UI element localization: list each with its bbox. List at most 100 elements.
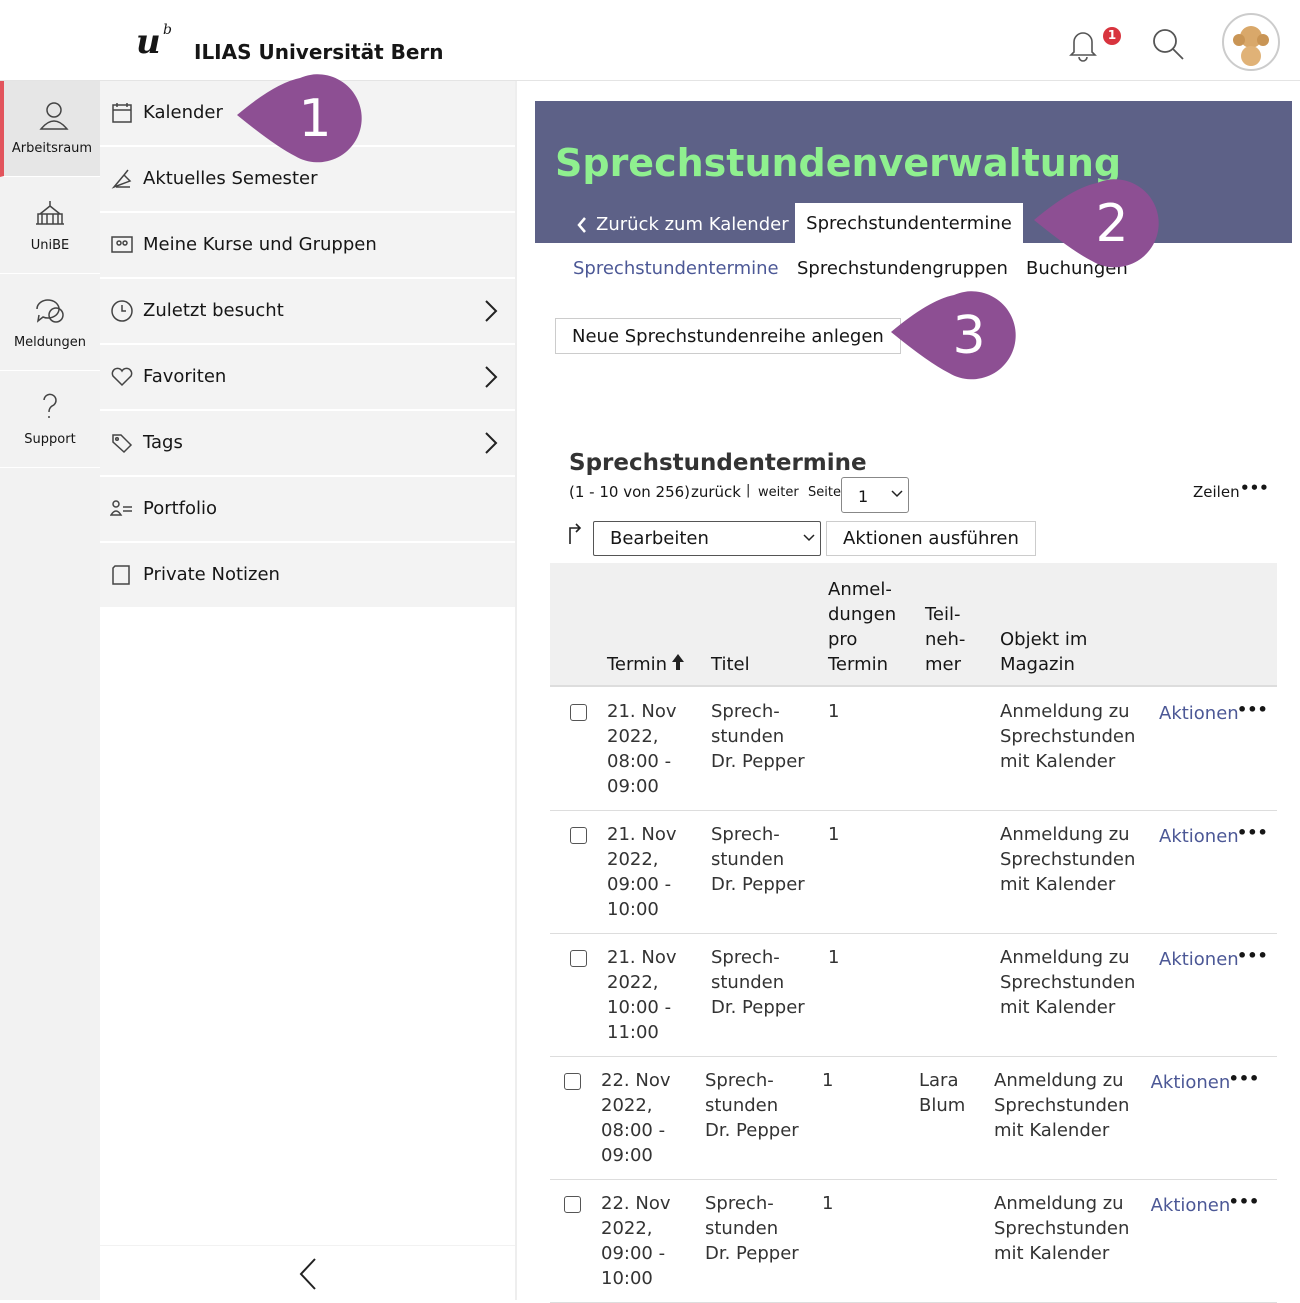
cell: Sprech- stunden Dr. Pepper <box>711 947 805 1018</box>
icon <box>109 500 132 516</box>
slate-label: Tags <box>143 432 183 453</box>
cell: Sprech- stunden Dr. Pepper <box>705 1193 799 1264</box>
logo-sup: b <box>163 22 172 38</box>
cell: Sprech- stunden Dr. Pepper <box>705 1070 799 1141</box>
slate-item[interactable]: Kalender <box>100 81 515 145</box>
slate-icon <box>109 497 134 526</box>
back-tab[interactable]: Zurück zum Kalender <box>596 214 789 235</box>
slate-icon <box>110 299 134 328</box>
row-action[interactable]: Aktionen <box>1159 826 1239 847</box>
cell: Sprech- stunden Dr. Pepper <box>711 824 805 895</box>
slate-label: Portfolio <box>143 498 218 519</box>
row-action[interactable]: Aktionen <box>1159 949 1239 970</box>
column-header: Anmel- dungen pro Termin <box>828 579 897 675</box>
row-action-dots: ••• <box>1228 1069 1260 1088</box>
row-divider <box>550 810 1277 811</box>
slate-item[interactable]: Private Notizen <box>100 543 515 607</box>
icon <box>485 366 498 388</box>
page-label: Seite <box>808 485 841 500</box>
site-title[interactable]: ILIAS Universität Bern <box>194 40 444 64</box>
row-checkbox[interactable] <box>570 950 587 967</box>
page-select-arrow <box>891 490 903 498</box>
collapse-bar[interactable] <box>100 1245 515 1300</box>
chevron <box>483 431 499 460</box>
row-action-dots: ••• <box>1237 946 1268 965</box>
logo[interactable]: u <box>136 22 161 62</box>
slate-item[interactable]: Aktuelles Semester <box>100 147 515 211</box>
row-checkbox[interactable] <box>570 827 587 844</box>
header: u b ILIAS Universität Bern 1 <box>0 0 1300 81</box>
cell: 22. Nov 2022, 08:00 - 09:00 <box>601 1070 671 1166</box>
slate-item[interactable]: Portfolio <box>100 477 515 541</box>
cell: 22. Nov 2022, 09:00 - 10:00 <box>601 1193 671 1289</box>
cell: Anmeldung zu Sprechstunden mit Kalender <box>1000 947 1136 1018</box>
cell: 21. Nov 2022, 08:00 - 09:00 <box>607 701 677 797</box>
cell: 21. Nov 2022, 10:00 - 11:00 <box>607 947 677 1043</box>
mainbar-item[interactable]: Support <box>0 372 100 468</box>
cell: Sprech- stunden Dr. Pepper <box>711 701 805 772</box>
bulk-select[interactable]: Bearbeiten <box>593 521 821 556</box>
row-action-dots: ••• <box>1228 1192 1260 1211</box>
slate-icon <box>110 167 134 196</box>
table-header <box>550 563 1277 687</box>
slate-icon <box>110 365 134 394</box>
mainbar-item[interactable]: Arbeitsraum <box>0 81 100 177</box>
icon <box>111 169 132 189</box>
icon <box>111 300 133 322</box>
search-icon[interactable] <box>1150 26 1186 62</box>
notification-count: 1 <box>1107 28 1117 42</box>
page-select[interactable]: 1 <box>841 477 909 513</box>
row-checkbox[interactable] <box>564 1196 581 1213</box>
create-button[interactable]: Neue Sprechstundenreihe anlegen <box>555 318 901 354</box>
row-checkbox[interactable] <box>570 704 587 721</box>
avatar[interactable] <box>1221 12 1281 72</box>
icon <box>112 565 130 585</box>
next-link[interactable]: weiter <box>758 485 799 500</box>
slate-label: Meine Kurse und Gruppen <box>143 234 377 255</box>
mainbar-item[interactable]: Meldungen <box>0 275 100 371</box>
mainbar-item[interactable]: UniBE <box>0 178 100 274</box>
slate-item[interactable]: Tags <box>100 411 515 475</box>
mainbar-icon <box>32 293 68 331</box>
icon <box>39 102 69 130</box>
cell: Anmeldung zu Sprechstunden mit Kalender <box>1000 701 1136 772</box>
slate: Kalender Aktuelles Semester Meine Kurse un… <box>100 81 517 1300</box>
row-action-dots: ••• <box>1237 700 1268 719</box>
chevron <box>483 365 499 394</box>
mainbar-label: Arbeitsraum <box>11 141 93 156</box>
bulk-arrow <box>569 523 582 544</box>
column-header: Teil- neh- mer <box>925 604 966 675</box>
row-action[interactable]: Aktionen <box>1159 703 1239 724</box>
slate-icon <box>110 563 134 592</box>
subtab[interactable]: Buchungen <box>1026 258 1128 279</box>
cell: 1 <box>828 701 840 722</box>
slate-label: Private Notizen <box>143 564 280 585</box>
mainbar-icon <box>36 99 72 137</box>
row-action[interactable]: Aktionen <box>1150 1195 1231 1216</box>
notification-icon[interactable] <box>1066 24 1126 64</box>
icon <box>111 367 133 387</box>
prev-link[interactable]: zurück <box>691 483 741 501</box>
icon <box>43 393 57 418</box>
sort-icon <box>670 652 686 676</box>
slate-item[interactable]: Meine Kurse und Gruppen <box>100 213 515 277</box>
row-action[interactable]: Aktionen <box>1150 1072 1231 1093</box>
active-tab[interactable]: Sprechstundentermine <box>795 203 1023 243</box>
page-title: Sprechstundenverwaltung <box>555 141 1122 185</box>
slate-item[interactable]: Favoriten <box>100 345 515 409</box>
icon <box>36 299 64 323</box>
slate-item[interactable]: Zuletzt besucht <box>100 279 515 343</box>
cell: Anmeldung zu Sprechstunden mit Kalender <box>1000 824 1136 895</box>
rows-label[interactable]: Zeilen <box>1193 483 1240 501</box>
slate-icon <box>110 431 134 460</box>
apply-button[interactable]: Aktionen ausführen <box>826 521 1036 556</box>
slate-label: Aktuelles Semester <box>143 168 318 189</box>
column-header[interactable]: Termin <box>607 654 668 675</box>
row-checkbox[interactable] <box>564 1073 581 1090</box>
cell: 1 <box>828 947 840 968</box>
column-header: Objekt im Magazin <box>1000 629 1088 675</box>
subtab[interactable]: Sprechstundentermine <box>573 258 779 279</box>
subtab[interactable]: Sprechstundengruppen <box>797 258 1008 279</box>
icon <box>112 103 132 123</box>
